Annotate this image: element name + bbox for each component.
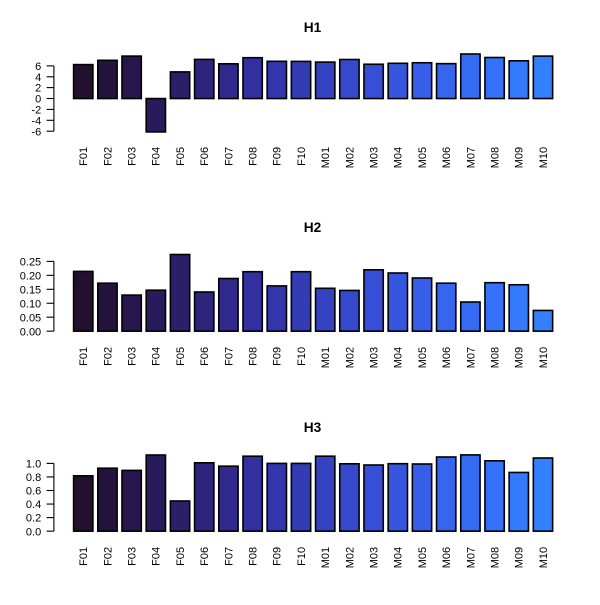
svg-text:F10: F10 <box>296 347 308 366</box>
svg-text:H2: H2 <box>304 220 322 235</box>
svg-text:M05: M05 <box>417 547 429 568</box>
svg-text:M07: M07 <box>465 347 477 368</box>
svg-text:M09: M09 <box>514 547 526 568</box>
svg-text:0.00: 0.00 <box>20 326 41 338</box>
svg-text:F04: F04 <box>151 547 163 566</box>
svg-text:F07: F07 <box>223 147 235 166</box>
svg-text:0.05: 0.05 <box>20 312 41 324</box>
svg-text:0.15: 0.15 <box>20 284 41 296</box>
svg-text:F03: F03 <box>127 147 139 166</box>
svg-text:F02: F02 <box>102 147 114 166</box>
svg-text:F09: F09 <box>272 147 284 166</box>
svg-text:M03: M03 <box>369 147 381 168</box>
svg-text:M07: M07 <box>465 547 477 568</box>
svg-text:-4: -4 <box>31 115 41 127</box>
svg-text:F02: F02 <box>102 547 114 566</box>
svg-text:F06: F06 <box>199 147 211 166</box>
svg-text:F07: F07 <box>223 347 235 366</box>
svg-text:0: 0 <box>35 94 41 106</box>
svg-text:M01: M01 <box>320 547 332 568</box>
svg-text:M09: M09 <box>514 347 526 368</box>
svg-text:M05: M05 <box>417 347 429 368</box>
svg-text:4: 4 <box>35 72 41 84</box>
svg-text:M02: M02 <box>344 547 356 568</box>
svg-text:F03: F03 <box>127 347 139 366</box>
svg-text:F05: F05 <box>175 347 187 366</box>
svg-text:F06: F06 <box>199 547 211 566</box>
svg-text:F05: F05 <box>175 547 187 566</box>
svg-text:F01: F01 <box>78 547 90 566</box>
svg-text:1.0: 1.0 <box>26 459 41 471</box>
svg-text:6: 6 <box>35 61 41 73</box>
svg-text:M03: M03 <box>369 347 381 368</box>
svg-text:2: 2 <box>35 83 41 95</box>
svg-text:-2: -2 <box>31 105 41 117</box>
svg-text:M08: M08 <box>490 147 502 168</box>
svg-text:M01: M01 <box>320 147 332 168</box>
svg-text:M04: M04 <box>393 147 405 168</box>
svg-text:0.20: 0.20 <box>20 270 41 282</box>
svg-text:M07: M07 <box>465 147 477 168</box>
svg-text:M05: M05 <box>417 147 429 168</box>
svg-text:F01: F01 <box>78 347 90 366</box>
svg-text:M04: M04 <box>393 547 405 568</box>
svg-text:M09: M09 <box>514 147 526 168</box>
svg-text:M06: M06 <box>441 547 453 568</box>
svg-text:F10: F10 <box>296 547 308 566</box>
svg-text:F08: F08 <box>248 347 260 366</box>
svg-text:M04: M04 <box>393 347 405 368</box>
svg-text:0.6: 0.6 <box>26 486 41 498</box>
svg-text:F08: F08 <box>248 547 260 566</box>
svg-text:F04: F04 <box>151 147 163 166</box>
svg-text:F09: F09 <box>272 347 284 366</box>
svg-text:F04: F04 <box>151 347 163 366</box>
svg-text:-6: -6 <box>31 126 41 138</box>
svg-text:F07: F07 <box>223 547 235 566</box>
svg-text:M08: M08 <box>490 547 502 568</box>
svg-text:0.8: 0.8 <box>26 472 41 484</box>
svg-text:M10: M10 <box>538 147 550 168</box>
svg-text:0.4: 0.4 <box>26 499 41 511</box>
svg-text:M06: M06 <box>441 147 453 168</box>
svg-text:M02: M02 <box>344 347 356 368</box>
svg-text:F10: F10 <box>296 147 308 166</box>
svg-text:M06: M06 <box>441 347 453 368</box>
svg-text:M08: M08 <box>490 347 502 368</box>
svg-text:M02: M02 <box>344 147 356 168</box>
svg-text:F09: F09 <box>272 547 284 566</box>
svg-text:H1: H1 <box>304 20 322 35</box>
svg-text:M10: M10 <box>538 547 550 568</box>
svg-text:H3: H3 <box>304 420 322 435</box>
svg-text:0.2: 0.2 <box>26 513 41 525</box>
svg-text:M10: M10 <box>538 347 550 368</box>
svg-text:F08: F08 <box>248 147 260 166</box>
svg-text:F06: F06 <box>199 347 211 366</box>
svg-text:F03: F03 <box>127 547 139 566</box>
svg-text:M01: M01 <box>320 347 332 368</box>
svg-text:0.10: 0.10 <box>20 298 41 310</box>
svg-text:F05: F05 <box>175 147 187 166</box>
svg-text:0.0: 0.0 <box>26 526 41 538</box>
svg-text:M03: M03 <box>369 547 381 568</box>
svg-text:0.25: 0.25 <box>20 257 41 269</box>
svg-text:F01: F01 <box>78 147 90 166</box>
svg-text:F02: F02 <box>102 347 114 366</box>
